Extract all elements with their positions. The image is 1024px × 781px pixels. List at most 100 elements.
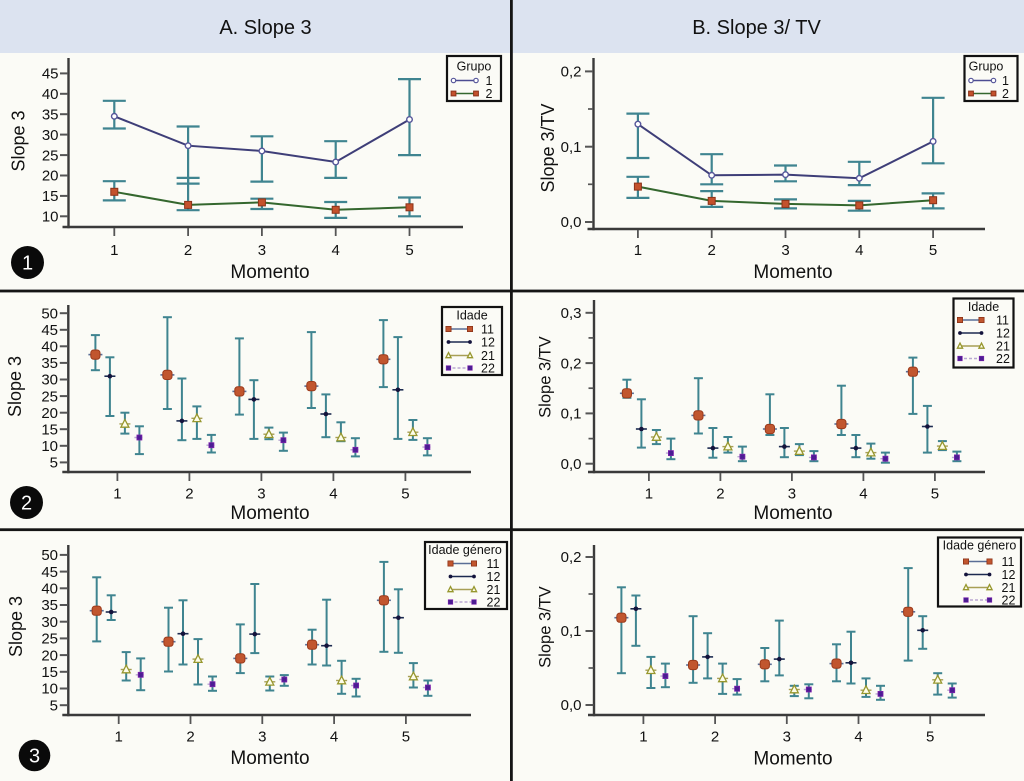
svg-text:0,2: 0,2	[561, 64, 582, 81]
svg-text:20: 20	[42, 168, 59, 185]
svg-text:21: 21	[1002, 581, 1016, 595]
svg-text:2: 2	[708, 242, 716, 259]
svg-text:2: 2	[486, 87, 493, 101]
svg-text:10: 10	[41, 438, 58, 455]
svg-text:22: 22	[481, 362, 495, 376]
svg-text:2: 2	[186, 728, 194, 745]
svg-text:40: 40	[41, 339, 58, 356]
svg-text:15: 15	[41, 664, 58, 681]
svg-text:0,2: 0,2	[561, 549, 582, 566]
svg-text:35: 35	[41, 355, 58, 372]
svg-text:15: 15	[42, 188, 59, 205]
svg-text:0,1: 0,1	[561, 139, 582, 156]
svg-text:3: 3	[788, 485, 796, 502]
svg-text:45: 45	[41, 322, 58, 339]
svg-text:Idade género: Idade género	[428, 543, 502, 557]
svg-text:11: 11	[996, 314, 1009, 328]
svg-text:10: 10	[42, 209, 59, 226]
svg-text:Idade género: Idade género	[943, 539, 1017, 553]
svg-text:0,3: 0,3	[561, 305, 582, 322]
svg-text:40: 40	[42, 86, 59, 103]
svg-text:12: 12	[481, 336, 495, 350]
svg-text:3: 3	[258, 242, 266, 259]
svg-text:Momento: Momento	[230, 262, 309, 283]
svg-text:0,0: 0,0	[561, 214, 582, 231]
svg-text:Idade: Idade	[456, 309, 487, 323]
svg-text:Slope 3/TV: Slope 3/TV	[538, 103, 558, 192]
svg-text:2: 2	[1002, 87, 1009, 101]
svg-text:1: 1	[634, 242, 642, 259]
svg-text:Momento: Momento	[753, 749, 832, 770]
svg-text:11: 11	[1002, 555, 1015, 569]
svg-text:4: 4	[854, 728, 862, 745]
svg-text:2: 2	[185, 485, 193, 502]
svg-text:11: 11	[487, 557, 500, 571]
svg-text:1: 1	[1002, 74, 1009, 88]
svg-text:30: 30	[41, 614, 58, 631]
svg-text:2: 2	[184, 242, 192, 259]
svg-text:0,1: 0,1	[561, 623, 582, 640]
svg-text:3: 3	[781, 242, 789, 259]
svg-text:50: 50	[41, 547, 58, 564]
svg-text:0,1: 0,1	[561, 406, 582, 423]
svg-text:3: 3	[783, 728, 791, 745]
svg-text:Momento: Momento	[753, 262, 832, 283]
svg-text:5: 5	[401, 485, 409, 502]
svg-text:20: 20	[41, 647, 58, 664]
svg-text:Slope 3: Slope 3	[5, 356, 25, 417]
svg-text:1: 1	[486, 74, 493, 88]
svg-text:21: 21	[487, 583, 501, 597]
svg-text:1: 1	[639, 728, 647, 745]
svg-text:3: 3	[29, 746, 40, 768]
svg-text:1: 1	[115, 728, 123, 745]
svg-text:Grupo: Grupo	[969, 60, 1004, 74]
svg-text:2: 2	[21, 493, 32, 515]
svg-text:4: 4	[859, 485, 867, 502]
svg-text:10: 10	[41, 681, 58, 698]
svg-text:B. Slope 3/ TV: B. Slope 3/ TV	[692, 17, 821, 39]
svg-text:45: 45	[42, 66, 59, 83]
svg-text:4: 4	[330, 728, 338, 745]
svg-text:30: 30	[41, 372, 58, 389]
svg-text:21: 21	[481, 349, 495, 363]
svg-text:5: 5	[405, 242, 413, 259]
svg-text:Momento: Momento	[753, 503, 832, 524]
svg-text:22: 22	[487, 596, 501, 610]
svg-text:25: 25	[42, 147, 59, 164]
svg-text:21: 21	[996, 340, 1010, 354]
svg-text:5: 5	[402, 728, 410, 745]
svg-text:Slope 3: Slope 3	[9, 110, 29, 171]
svg-text:5: 5	[50, 697, 58, 714]
svg-text:3: 3	[258, 728, 266, 745]
svg-text:3: 3	[257, 485, 265, 502]
svg-text:Slope 3/TV: Slope 3/TV	[537, 336, 555, 418]
svg-text:12: 12	[1002, 568, 1016, 582]
svg-text:4: 4	[855, 242, 863, 259]
svg-text:4: 4	[332, 242, 340, 259]
svg-text:11: 11	[481, 323, 494, 337]
svg-text:1: 1	[110, 242, 118, 259]
svg-text:5: 5	[931, 485, 939, 502]
svg-text:35: 35	[42, 106, 59, 123]
svg-text:30: 30	[42, 127, 59, 144]
svg-text:12: 12	[996, 327, 1010, 341]
svg-text:0,0: 0,0	[561, 456, 582, 473]
svg-text:22: 22	[996, 352, 1010, 366]
svg-text:Grupo: Grupo	[457, 60, 492, 74]
svg-text:Momento: Momento	[230, 748, 309, 769]
svg-text:5: 5	[926, 728, 934, 745]
svg-text:0,0: 0,0	[561, 697, 582, 714]
svg-text:1: 1	[113, 485, 121, 502]
svg-text:1: 1	[645, 485, 653, 502]
svg-text:12: 12	[487, 570, 501, 584]
svg-text:45: 45	[41, 564, 58, 581]
svg-text:Momento: Momento	[230, 503, 309, 524]
svg-text:0,2: 0,2	[561, 355, 582, 372]
svg-text:20: 20	[41, 405, 58, 422]
svg-text:5: 5	[50, 455, 58, 472]
svg-text:50: 50	[41, 305, 58, 322]
svg-text:Idade: Idade	[968, 300, 999, 314]
svg-text:15: 15	[41, 421, 58, 438]
svg-text:35: 35	[41, 597, 58, 614]
svg-text:1: 1	[22, 253, 33, 275]
